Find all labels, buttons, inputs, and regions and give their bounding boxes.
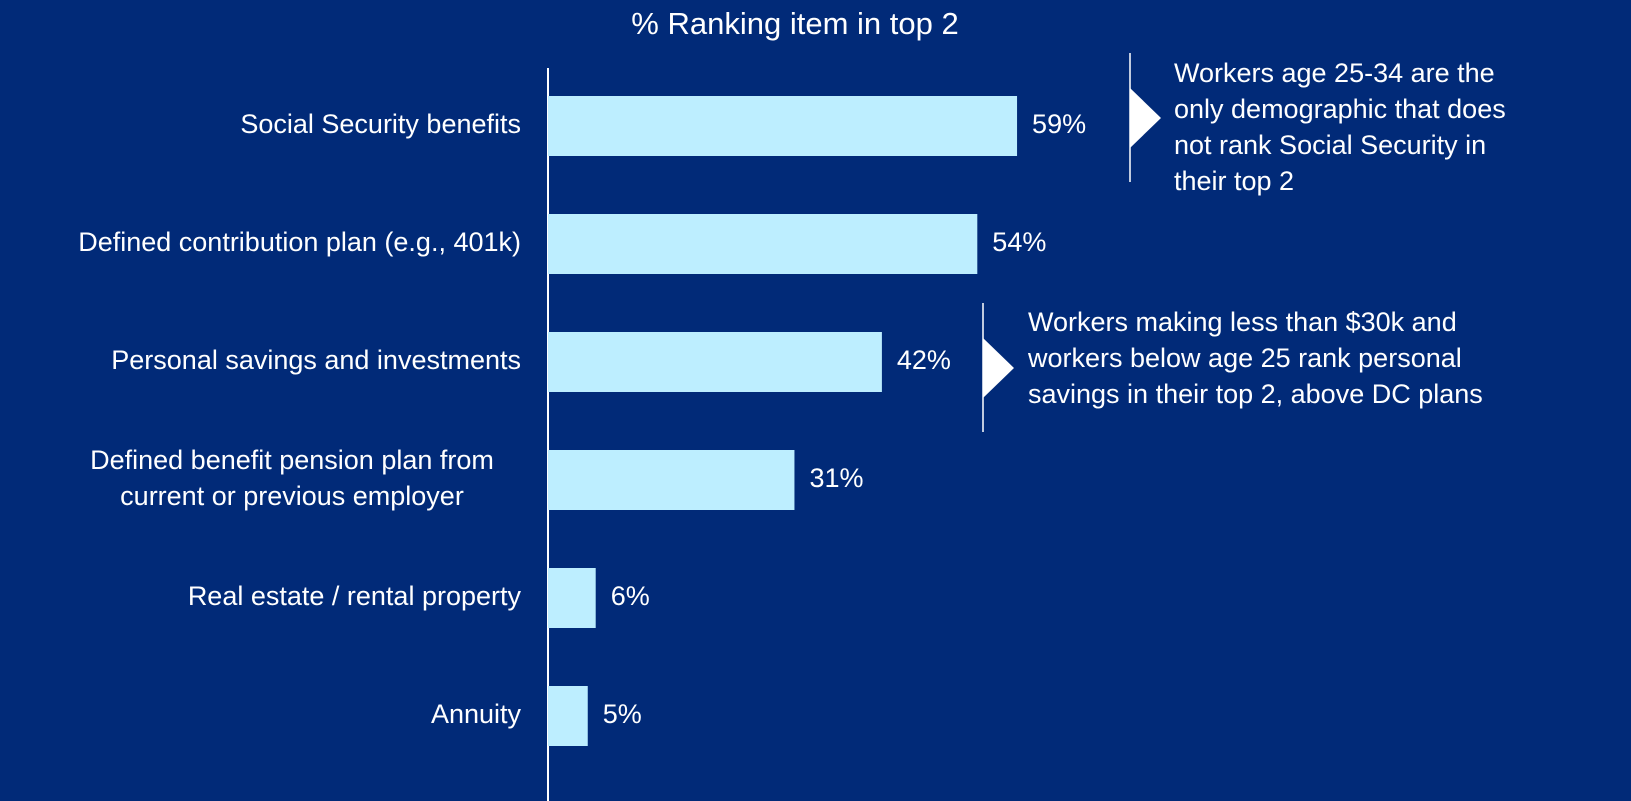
category-label: Defined benefit pension plan from current… [90, 445, 494, 511]
category-label: Social Security benefits [240, 109, 521, 139]
value-label: 59% [1032, 109, 1086, 139]
bar [548, 686, 588, 746]
bar [548, 450, 795, 510]
bar [548, 96, 1018, 156]
annotation: Workers age 25-34 are the only demographi… [1174, 58, 1506, 196]
annotation: Workers making less than $30k and workers… [1027, 307, 1483, 409]
category-label: Defined contribution plan (e.g., 401k) [78, 227, 521, 257]
category-label: Real estate / rental property [188, 581, 522, 611]
bar [548, 214, 978, 274]
bar [548, 332, 882, 392]
value-label: 54% [992, 227, 1046, 257]
value-label: 6% [611, 581, 650, 611]
value-label: 31% [809, 463, 863, 493]
category-label: Annuity [431, 699, 522, 729]
chart-title: % Ranking item in top 2 [631, 6, 958, 41]
callout-arrow [983, 338, 1014, 398]
bar [548, 568, 596, 628]
category-label: Personal savings and investments [111, 345, 521, 375]
value-label: 42% [897, 345, 951, 375]
callout-arrow [1130, 88, 1161, 148]
value-label: 5% [603, 699, 642, 729]
